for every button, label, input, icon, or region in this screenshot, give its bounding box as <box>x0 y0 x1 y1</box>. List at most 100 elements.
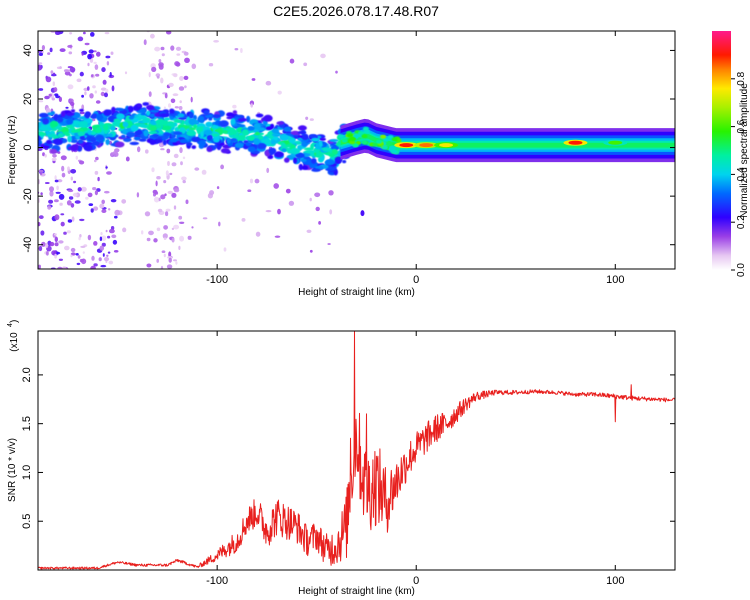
spectrogram-noise-cell <box>153 238 158 243</box>
spectrogram-noise-cell <box>173 259 177 262</box>
spectrogram-noise-cell <box>54 214 60 221</box>
spectrogram-noise-cell <box>285 188 291 194</box>
spectrogram-noise-cell <box>57 266 63 269</box>
spectrogram-noise-cell <box>157 208 163 213</box>
spectrogram-noise-cell <box>171 162 177 167</box>
snr-xtick-label: 0 <box>413 575 419 587</box>
spectrogram-ridge-cell <box>309 164 317 169</box>
spectrogram-ridge-cell <box>212 125 219 129</box>
spectrogram-ridge-cell <box>90 136 97 143</box>
spectrogram-noise-cell <box>165 170 169 177</box>
spectrogram-noise-cell <box>77 255 81 259</box>
spectrogram-noise-cell <box>51 97 55 101</box>
spectrogram-noise-cell <box>104 92 108 98</box>
spectrogram-noise-cell <box>251 78 256 81</box>
spectrogram-ridge-cell <box>342 160 347 164</box>
spectrogram-noise-cell <box>88 203 94 207</box>
spectrogram-noise-cell <box>121 199 127 204</box>
spectrogram-noise-cell <box>47 205 52 210</box>
spectrogram-noise-cell <box>194 167 200 171</box>
spectrogram-noise-cell <box>288 200 295 206</box>
spectrogram-axes: -100 0 100 -40 -20 0 20 40 Height of straight li… <box>7 30 676 298</box>
spectrogram-noise-cell <box>93 241 98 246</box>
spectrogram-noise-cell <box>136 192 140 198</box>
spectrogram-noise-cell <box>171 227 175 231</box>
spectrogram-noise-cell <box>158 59 162 63</box>
spectrogram-noise-cell <box>173 205 177 210</box>
snr-ylabel: SNR (10 * v/v) <box>7 438 18 502</box>
spectrogram-noise-cell <box>97 176 100 182</box>
spectrogram-noise-cell <box>124 71 128 75</box>
spectrogram-ridge-cell <box>235 124 246 128</box>
spectrogram-ridge-cell <box>38 112 49 118</box>
spectrogram-xtick-label: -100 <box>206 274 228 286</box>
spectrogram-noise-cell <box>148 91 152 97</box>
spectrogram-ridge-cell <box>146 110 151 116</box>
spectrogram-noise-cell <box>39 172 43 175</box>
spectrogram-ridge-cell <box>114 141 125 148</box>
snr-xlabel: Height of straight line (km) <box>298 586 415 597</box>
spectrogram-noise-cell <box>179 235 185 242</box>
spectrogram-noise-cell <box>70 101 75 106</box>
spectrogram-ridge-cell <box>271 128 280 134</box>
spectrogram-peak-core <box>608 140 623 145</box>
spectrogram-noise-cell <box>72 192 78 197</box>
snr-line <box>38 331 675 570</box>
spectrogram-noise-cell <box>168 103 171 108</box>
spectrogram-ridge-cell <box>347 133 353 138</box>
spectrogram-image <box>38 31 675 269</box>
spectrogram-ridge-cell <box>268 147 277 155</box>
spectrogram-noise-cell <box>173 224 180 230</box>
spectrogram-noise-cell <box>94 64 99 70</box>
spectrogram-noise-cell <box>240 48 243 53</box>
spectrogram-noise-cell <box>191 226 194 229</box>
spectrogram-noise-cell <box>160 194 166 200</box>
spectrogram-ridge-cell <box>241 129 249 136</box>
spectrogram-noise-cell <box>38 50 42 53</box>
spectrogram-noise-cell <box>163 237 167 240</box>
spectrogram-noise-cell <box>111 85 115 92</box>
snr-ytick-label: 2.0 <box>21 367 33 382</box>
spectrogram-noise-cell <box>158 62 164 67</box>
spectrogram-noise-cell <box>176 53 181 56</box>
spectrogram-noise-cell <box>255 231 261 237</box>
spectrogram-frame <box>37 30 676 270</box>
spectrogram-noise-cell <box>151 66 157 72</box>
spectrogram-ridge-cell <box>247 125 255 131</box>
spectrogram-noise-cell <box>52 72 56 76</box>
spectrogram-noise-cell <box>52 81 55 86</box>
spectrogram-ridge-cell <box>107 133 113 138</box>
spectrogram-ridge-cell <box>284 157 290 163</box>
spectrogram-noise-cell <box>234 48 239 51</box>
spectrogram-noise-cell <box>100 87 107 91</box>
spectrogram-ridge-cell <box>281 148 287 153</box>
spectrogram-ridge-cell <box>129 141 140 146</box>
spectrogram-ridge-cell <box>290 148 301 155</box>
spectrogram-noise-cell <box>67 44 73 48</box>
spectrogram-ridge-cell <box>66 112 75 116</box>
spectrogram-ridge-cell <box>39 126 46 130</box>
spectrogram-noise-cell <box>57 179 63 183</box>
spectrogram-ridge-cell <box>140 124 149 128</box>
spectrogram-ytick-label: 20 <box>22 93 34 105</box>
spectrogram-noise-cell <box>38 52 44 57</box>
spectrogram-noise-cell <box>40 230 45 236</box>
spectrogram-noise-cell <box>56 185 59 191</box>
spectrogram-ridge-cell <box>376 139 382 144</box>
spectrogram-noise-cell <box>54 175 57 180</box>
spectrogram-ridge-cell <box>372 142 379 147</box>
spectrogram-ridge-cell <box>77 131 84 137</box>
spectrogram-noise-cell <box>38 197 41 203</box>
spectrogram-noise-cell <box>66 230 71 234</box>
spectrogram-noise-cell <box>173 73 178 78</box>
spectrogram-noise-cell <box>87 192 93 198</box>
spectrogram-noise-cell <box>335 70 338 74</box>
spectrogram-ridge-cell <box>159 113 170 118</box>
spectrogram-noise-cell <box>108 208 111 211</box>
spectrogram-noise-cell <box>179 76 184 81</box>
spectrogram-noise-cell <box>218 221 221 227</box>
spectrogram-ridge-cell <box>349 136 356 141</box>
spectrogram-ridge-cell <box>137 115 148 120</box>
spectrogram-noise-cell <box>61 172 66 178</box>
spectrogram-noise-cell <box>69 32 73 35</box>
